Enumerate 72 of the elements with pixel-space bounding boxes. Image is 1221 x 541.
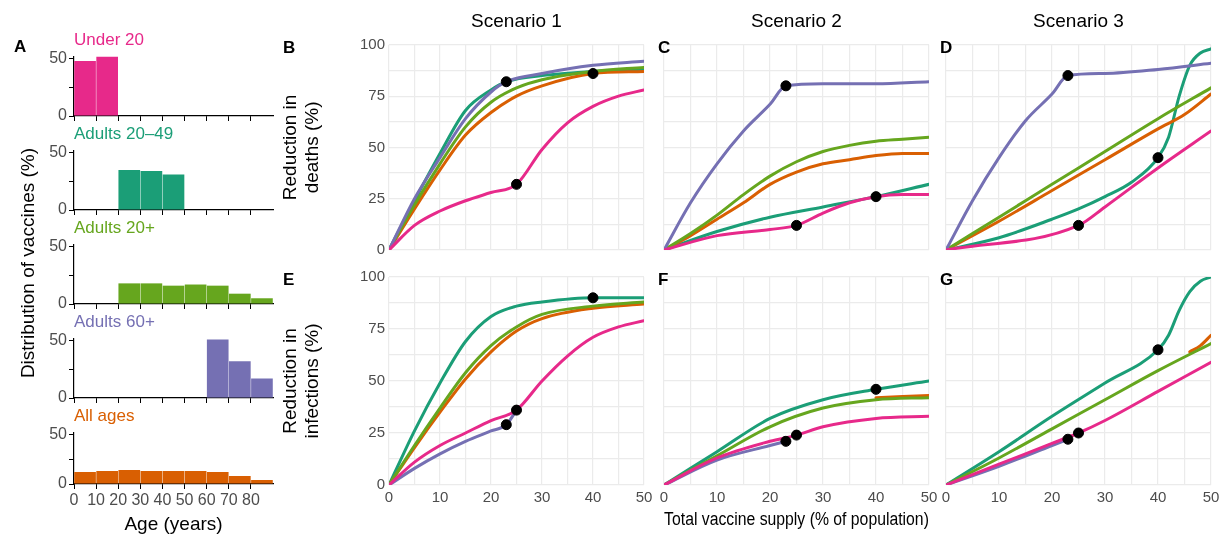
y-tick-label: 0 <box>376 475 385 493</box>
x-tick-label: 10 <box>87 491 106 509</box>
y-tick-label: 75 <box>368 86 385 104</box>
x-axis-title: Total vaccine supply (% of population) <box>664 507 929 530</box>
x-tick-label: 80 <box>241 491 260 509</box>
text: B <box>283 37 296 57</box>
x-tick-label: 30 <box>533 488 551 506</box>
chart-title: Scenario 1 <box>471 9 562 31</box>
x-tick-label: 20 <box>761 488 779 506</box>
x-tick-label: 20 <box>1043 488 1061 506</box>
point <box>500 419 512 431</box>
x-tick-label: 10 <box>990 488 1008 506</box>
point <box>587 68 599 80</box>
point <box>587 292 599 304</box>
chart-title: Adults 20+ <box>74 217 155 237</box>
x-tick-label: 50 <box>175 491 194 509</box>
text: E <box>283 270 295 289</box>
annotation: F <box>658 270 669 289</box>
x-tick-label: 20 <box>482 488 500 506</box>
y-axis-title: Reduction in infections (%) <box>278 323 323 439</box>
text: A <box>14 37 27 56</box>
x-tick-label: 40 <box>1149 488 1167 506</box>
x-tick-label: 0 <box>659 488 669 506</box>
y-tick-label: 50 <box>49 237 68 255</box>
y-tick-label: 75 <box>368 319 385 337</box>
y-tick-label: 0 <box>58 388 68 406</box>
x-axis-title: Age (years) <box>124 512 223 534</box>
x-tick-label: 40 <box>584 488 602 506</box>
y-tick-label: 0 <box>58 474 68 492</box>
y-tick-label: 50 <box>49 424 68 442</box>
y-tick-label: 50 <box>49 49 68 67</box>
x-tick-label: 40 <box>153 491 172 509</box>
x-tick-label: 50 <box>635 488 653 506</box>
y-tick-label: 100 <box>359 34 385 52</box>
y-tick-label: 100 <box>359 267 385 285</box>
chart-title: Under 20 <box>74 29 144 49</box>
x-tick-label: 60 <box>197 491 216 509</box>
y-tick-label: 50 <box>368 371 385 389</box>
x-tick-label: 40 <box>867 488 885 506</box>
point <box>511 404 522 416</box>
chart-title: Adults 60+ <box>74 311 155 331</box>
y-tick-label: 25 <box>368 423 385 441</box>
y-tick-label: 50 <box>49 143 68 161</box>
x-tick-label: 30 <box>814 488 832 506</box>
point <box>511 178 522 190</box>
chart-title: All ages <box>74 405 135 425</box>
x-tick-label: 10 <box>431 488 449 506</box>
x-tick-label: 30 <box>131 491 150 509</box>
x-tick-label: 30 <box>1096 488 1114 506</box>
x-tick-label: 50 <box>920 488 938 506</box>
x-tick-label: 10 <box>708 488 726 506</box>
point <box>500 76 512 88</box>
chart-title: Scenario 3 <box>1033 9 1124 31</box>
y-axis-title: Distribution of vaccines (%) <box>17 147 39 379</box>
x-tick-label: 70 <box>219 491 238 509</box>
y-tick-label: 50 <box>49 331 68 349</box>
x-tick-label: 20 <box>109 491 128 509</box>
x-tick-label: 50 <box>1202 488 1220 506</box>
y-axis-title: Reduction in deaths (%) <box>278 94 323 201</box>
y-tick-label: 50 <box>368 137 385 155</box>
y-tick-label: 25 <box>368 188 385 206</box>
annotation: G <box>940 270 954 289</box>
x-tick-label: 0 <box>69 491 79 509</box>
y-tick-label: 0 <box>58 294 68 312</box>
y-tick-label: 0 <box>58 200 68 218</box>
chart-title: Adults 20–49 <box>74 123 174 143</box>
annotation: D <box>940 37 953 57</box>
y-tick-label: 0 <box>376 240 385 258</box>
x-tick-label: 0 <box>941 488 951 506</box>
chart-title: Scenario 2 <box>751 9 842 31</box>
annotation: C <box>658 37 671 57</box>
y-tick-label: 0 <box>58 106 68 124</box>
